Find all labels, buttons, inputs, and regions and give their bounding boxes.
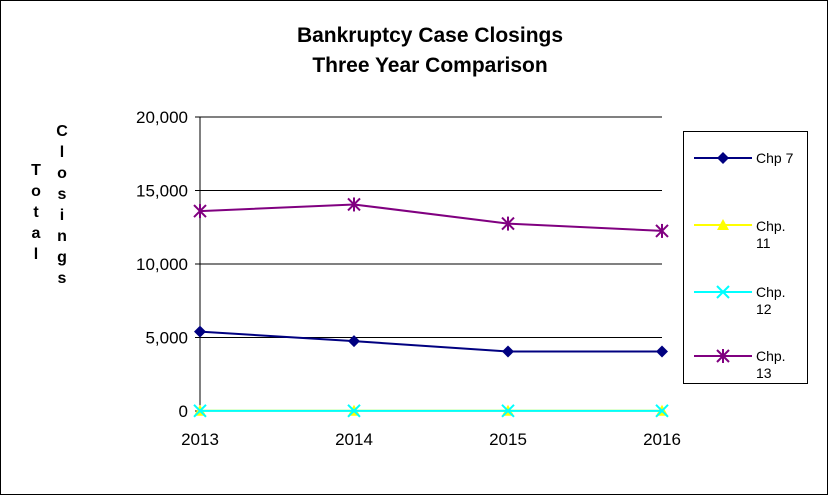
y-axis-label-letter: s: [57, 270, 67, 287]
data-point: [655, 223, 669, 238]
y-tick-label: 0: [179, 402, 188, 421]
legend: Chp 7 Chp. 11 Chp. 12 Chp. 13: [683, 131, 808, 384]
y-tick-label: 10,000: [136, 255, 188, 274]
y-axis-label-letter: g: [57, 249, 67, 266]
data-point: [655, 404, 669, 418]
data-point: [193, 404, 207, 418]
legend-label-chp11: Chp. 11: [756, 218, 786, 251]
data-point: [194, 325, 206, 338]
legend-marker: [716, 349, 730, 363]
legend-label-chp7: Chp 7: [756, 150, 794, 166]
legend-marker: [717, 219, 729, 230]
legend-label-chp13: Chp. 13: [756, 348, 786, 381]
legend-marker: [717, 152, 729, 164]
y-axis-label-letter: l: [33, 246, 39, 263]
x-tick-label: 2013: [181, 430, 219, 449]
y-axis-label-letter: o: [31, 183, 41, 200]
data-point: [502, 345, 514, 358]
y-axis-label-letter: l: [59, 144, 65, 161]
data-point: [656, 345, 668, 358]
y-axis-label-letter: n: [57, 228, 67, 245]
y-axis-label-letter: a: [31, 225, 41, 242]
data-point: [348, 335, 360, 348]
series-line-0: [199, 330, 662, 353]
y-axis-label-letter: s: [57, 186, 67, 203]
data-point: [193, 204, 207, 219]
data-point: [501, 404, 515, 418]
legend-markers: [694, 152, 752, 363]
x-tick-label: 2015: [489, 430, 527, 449]
y-tick-label: 15,000: [136, 182, 188, 201]
y-tick-label: 5,000: [145, 329, 188, 348]
y-axis-label-letter: T: [31, 162, 41, 179]
data-point: [347, 404, 361, 418]
legend-marker: [716, 285, 730, 299]
legend-label-chp12: Chp. 12: [756, 284, 786, 317]
y-tick-label: 20,000: [136, 108, 188, 127]
data-point: [501, 216, 515, 231]
chart-title: Bankruptcy Case Closings: [296, 24, 564, 47]
y-axis-label-letter: i: [59, 207, 65, 224]
x-tick-label: 2014: [335, 430, 373, 449]
y-axis-label-letter: C: [56, 123, 68, 140]
x-tick-label: 2016: [643, 430, 681, 449]
y-axis-label-letter: o: [57, 165, 67, 182]
data-point: [347, 197, 361, 212]
chart-subtitle: Three Year Comparison: [312, 54, 548, 77]
y-axis-label-letter: t: [33, 204, 39, 221]
series-line-3: [199, 203, 663, 232]
